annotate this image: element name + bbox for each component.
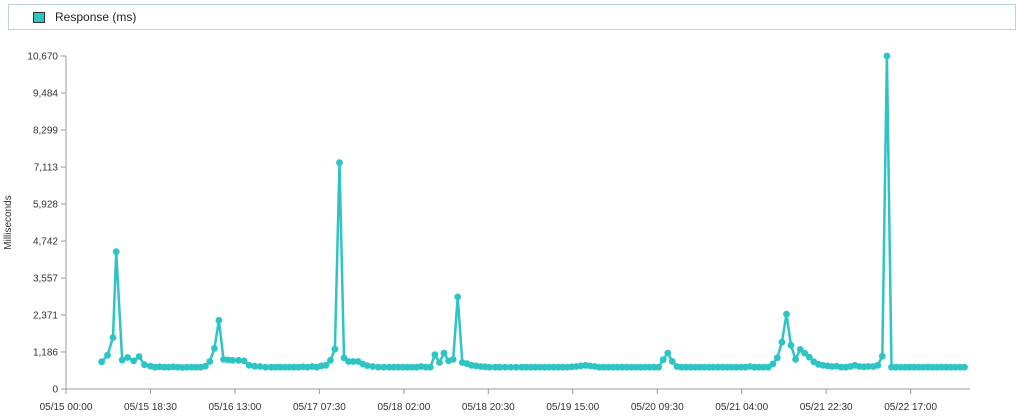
y-tick-label: 2,371	[33, 311, 58, 322]
data-point[interactable]	[98, 358, 105, 366]
data-point[interactable]	[124, 354, 131, 361]
data-point[interactable]	[369, 363, 377, 370]
data-point[interactable]	[135, 353, 143, 360]
series-response	[98, 52, 968, 371]
data-point[interactable]	[235, 356, 243, 364]
data-point[interactable]	[215, 316, 223, 324]
legend-swatch[interactable]	[33, 12, 45, 23]
x-tick-label: 05/18 20:30	[462, 402, 515, 413]
data-point[interactable]	[440, 349, 448, 357]
data-point[interactable]	[454, 293, 462, 301]
x-tick-label: 05/17 07:30	[293, 402, 346, 413]
data-point[interactable]	[501, 363, 509, 371]
y-tick-label: 4,742	[33, 237, 58, 248]
x-tick-label: 05/20 09:30	[631, 402, 684, 413]
data-point[interactable]	[211, 345, 218, 352]
x-tick-label: 05/19 15:00	[546, 402, 599, 413]
y-tick-label: 9,484	[33, 89, 58, 100]
data-point[interactable]	[251, 362, 258, 370]
y-axis-label: Milliseconds	[3, 195, 14, 249]
series-line	[100, 54, 965, 369]
x-tick-label: 05/16 13:00	[209, 402, 262, 413]
data-point[interactable]	[327, 356, 334, 364]
y-tick-label: 10,670	[27, 52, 58, 63]
data-point[interactable]	[655, 363, 662, 371]
data-point[interactable]	[783, 310, 790, 318]
data-point[interactable]	[773, 354, 781, 362]
data-point[interactable]	[322, 361, 330, 369]
data-point[interactable]	[778, 338, 786, 346]
y-tick-label: 1,186	[33, 347, 58, 358]
x-tick-label: 05/15 00:00	[40, 402, 93, 413]
data-point[interactable]	[206, 358, 214, 365]
data-point[interactable]	[961, 363, 968, 371]
data-point[interactable]	[668, 358, 676, 365]
data-point[interactable]	[496, 363, 504, 371]
data-point[interactable]	[118, 356, 126, 364]
x-tick-label: 05/15 18:30	[124, 402, 177, 413]
data-point[interactable]	[796, 346, 804, 353]
data-point[interactable]	[878, 352, 886, 360]
data-point[interactable]	[659, 356, 667, 364]
data-point[interactable]	[245, 361, 253, 369]
data-point[interactable]	[112, 248, 120, 256]
x-ticks: 05/15 00:00 05/15 18:30 05/16 13:00 05/17 0…	[40, 389, 937, 413]
y-tick-label: 7,113	[34, 163, 59, 174]
legend-label: Response (ms)	[55, 10, 137, 24]
data-point[interactable]	[874, 361, 882, 369]
axes	[65, 56, 970, 390]
x-tick-label: 05/21 04:00	[715, 402, 768, 413]
y-ticks: 0 1,186 2,371 3,557 4,742 5,928 7,113 8,299 9,48…	[27, 52, 66, 396]
x-tick-label: 05/22 17:00	[884, 402, 937, 413]
data-point[interactable]	[141, 361, 148, 369]
data-point[interactable]	[801, 349, 809, 357]
data-point[interactable]	[229, 356, 237, 364]
data-point[interactable]	[130, 357, 138, 365]
x-tick-label: 05/21 22:30	[800, 402, 853, 413]
data-point[interactable]	[349, 358, 357, 365]
data-point[interactable]	[787, 341, 795, 349]
x-tick-label: 05/18 02:00	[377, 402, 430, 413]
data-point[interactable]	[449, 356, 457, 363]
data-point[interactable]	[374, 363, 382, 371]
data-point[interactable]	[792, 356, 799, 363]
data-point[interactable]	[340, 354, 348, 362]
y-tick-label: 0	[52, 385, 58, 396]
data-point[interactable]	[436, 359, 443, 366]
data-point[interactable]	[426, 363, 434, 371]
data-point[interactable]	[363, 362, 371, 369]
data-point[interactable]	[380, 363, 388, 371]
data-point[interactable]	[109, 334, 117, 341]
data-point[interactable]	[262, 363, 269, 371]
data-point[interactable]	[201, 362, 209, 370]
data-point[interactable]	[431, 351, 439, 359]
y-tick-label: 5,928	[33, 199, 58, 210]
data-point[interactable]	[805, 353, 813, 361]
data-point[interactable]	[331, 345, 339, 353]
data-point[interactable]	[883, 52, 891, 60]
y-tick-label: 3,557	[33, 273, 58, 284]
y-tick-label: 8,299	[33, 125, 58, 136]
data-point[interactable]	[486, 363, 494, 371]
data-point[interactable]	[240, 357, 248, 365]
data-point[interactable]	[256, 363, 264, 370]
data-point[interactable]	[769, 360, 777, 368]
data-point[interactable]	[336, 159, 343, 167]
data-point[interactable]	[507, 363, 515, 371]
data-point[interactable]	[512, 363, 520, 371]
legend: Response (ms)	[8, 4, 1016, 30]
data-point[interactable]	[664, 349, 672, 357]
data-point[interactable]	[104, 351, 111, 359]
